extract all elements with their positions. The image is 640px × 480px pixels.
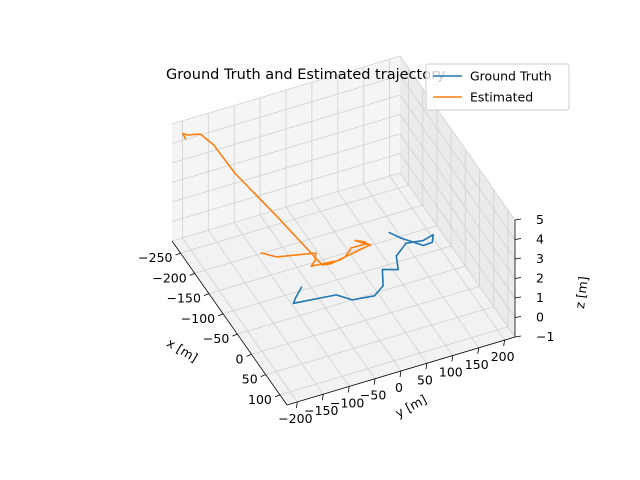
- x-tick-label: −250: [138, 250, 172, 265]
- x-tick-label: −150: [167, 291, 201, 306]
- x-tick-mark: [232, 333, 238, 337]
- gridline-y-floor: [337, 191, 454, 356]
- z-tick-label: 3: [536, 251, 544, 266]
- z-tick-label: 5: [536, 212, 544, 227]
- z-tick-label: 4: [536, 232, 544, 247]
- y-tick-label: 200: [491, 349, 515, 364]
- z-tick-mark: [514, 277, 522, 279]
- tick-labels: −250−200−150−100−50050100−200−150−100−50…: [138, 212, 554, 426]
- chart-title: Ground Truth and Estimated trajectory: [166, 67, 446, 83]
- x-axis-label: x [m]: [164, 335, 200, 365]
- x-tick-mark: [246, 354, 252, 357]
- x-axis-line: [171, 240, 288, 406]
- z-tick-mark: [514, 316, 522, 318]
- y-tick-mark: [503, 340, 506, 347]
- gridline-y-floor: [233, 222, 350, 387]
- y-tick-label: −100: [330, 395, 364, 410]
- gridline-z-side: [399, 133, 516, 299]
- gridline-z-back: [171, 114, 401, 183]
- gridline-y-floor: [311, 199, 428, 364]
- gridline-y-floor: [259, 214, 376, 379]
- z-tick-label: 1: [536, 290, 544, 305]
- y-tick-label: −200: [278, 411, 312, 426]
- x-tick-mark: [203, 293, 210, 297]
- axis-lines: [171, 218, 522, 408]
- gridline-z-back: [171, 94, 401, 164]
- z-tick-mark: [514, 335, 522, 338]
- y-tick-mark: [373, 378, 376, 385]
- x-tick-label: −100: [181, 311, 215, 326]
- y-tick-label: 150: [465, 357, 489, 372]
- z-tick-mark: [514, 238, 522, 240]
- x-tick-mark: [189, 273, 195, 276]
- gridline-z-side: [399, 94, 516, 260]
- y-tick-mark: [477, 347, 480, 354]
- gridline-z-back: [171, 133, 401, 203]
- z-tick-label: 2: [536, 271, 544, 286]
- gridline-z-back: [171, 172, 401, 242]
- grid-lines: [171, 55, 516, 403]
- y-tick-mark: [399, 370, 402, 378]
- series-line-ground-truth: [292, 231, 435, 305]
- z-axis-label: z [m]: [572, 275, 591, 309]
- gridline-z-side: [399, 114, 516, 279]
- y-tick-mark: [451, 355, 454, 362]
- y-tick-mark: [347, 386, 350, 393]
- y-tick-label: −150: [304, 403, 338, 418]
- z-tick-mark: [514, 296, 522, 299]
- x-tick-mark: [274, 394, 281, 398]
- gridline-z-side: [399, 75, 516, 240]
- x-tick-mark: [217, 313, 224, 317]
- x-tick-label: −200: [152, 270, 186, 285]
- z-tick-mark: [514, 218, 522, 221]
- x-tick-label: 100: [248, 392, 272, 407]
- legend-label-ground-truth: Ground Truth: [470, 69, 552, 84]
- gridline-z-back: [171, 75, 401, 144]
- x-tick-mark: [175, 252, 181, 256]
- legend: Ground Truth Estimated: [425, 63, 570, 111]
- y-tick-mark: [295, 401, 298, 408]
- gridline-z-back: [171, 55, 401, 125]
- x-tick-label: 0: [236, 351, 244, 366]
- gridline-y-floor: [182, 237, 298, 403]
- y-tick-mark: [321, 394, 324, 401]
- y-tick-label: 0: [395, 380, 403, 395]
- y-axis-label: y [m]: [393, 392, 429, 421]
- series-lines: [181, 132, 435, 305]
- gridline-y-floor: [363, 183, 480, 349]
- y-tick-mark: [425, 363, 428, 370]
- x-tick-label: 50: [242, 372, 258, 387]
- gridline-z-side: [399, 55, 516, 221]
- gridline-z-side: [399, 172, 516, 338]
- y-tick-label: 50: [417, 372, 433, 387]
- gridline-y-floor: [389, 175, 505, 341]
- z-tick-label: 0: [536, 310, 544, 325]
- gridline-z-side: [399, 153, 516, 318]
- gridline-y-floor: [285, 206, 402, 372]
- z-tick-label: −1: [536, 329, 554, 344]
- series-line-estimated: [181, 132, 372, 268]
- gridline-y-floor: [207, 229, 324, 395]
- y-tick-label: 100: [439, 365, 463, 380]
- y-tick-label: −50: [360, 388, 386, 403]
- gridline-z-back: [171, 153, 401, 222]
- legend-label-estimated: Estimated: [470, 90, 533, 105]
- x-tick-label: −50: [203, 331, 229, 346]
- z-tick-mark: [514, 257, 522, 260]
- x-tick-mark: [260, 374, 266, 378]
